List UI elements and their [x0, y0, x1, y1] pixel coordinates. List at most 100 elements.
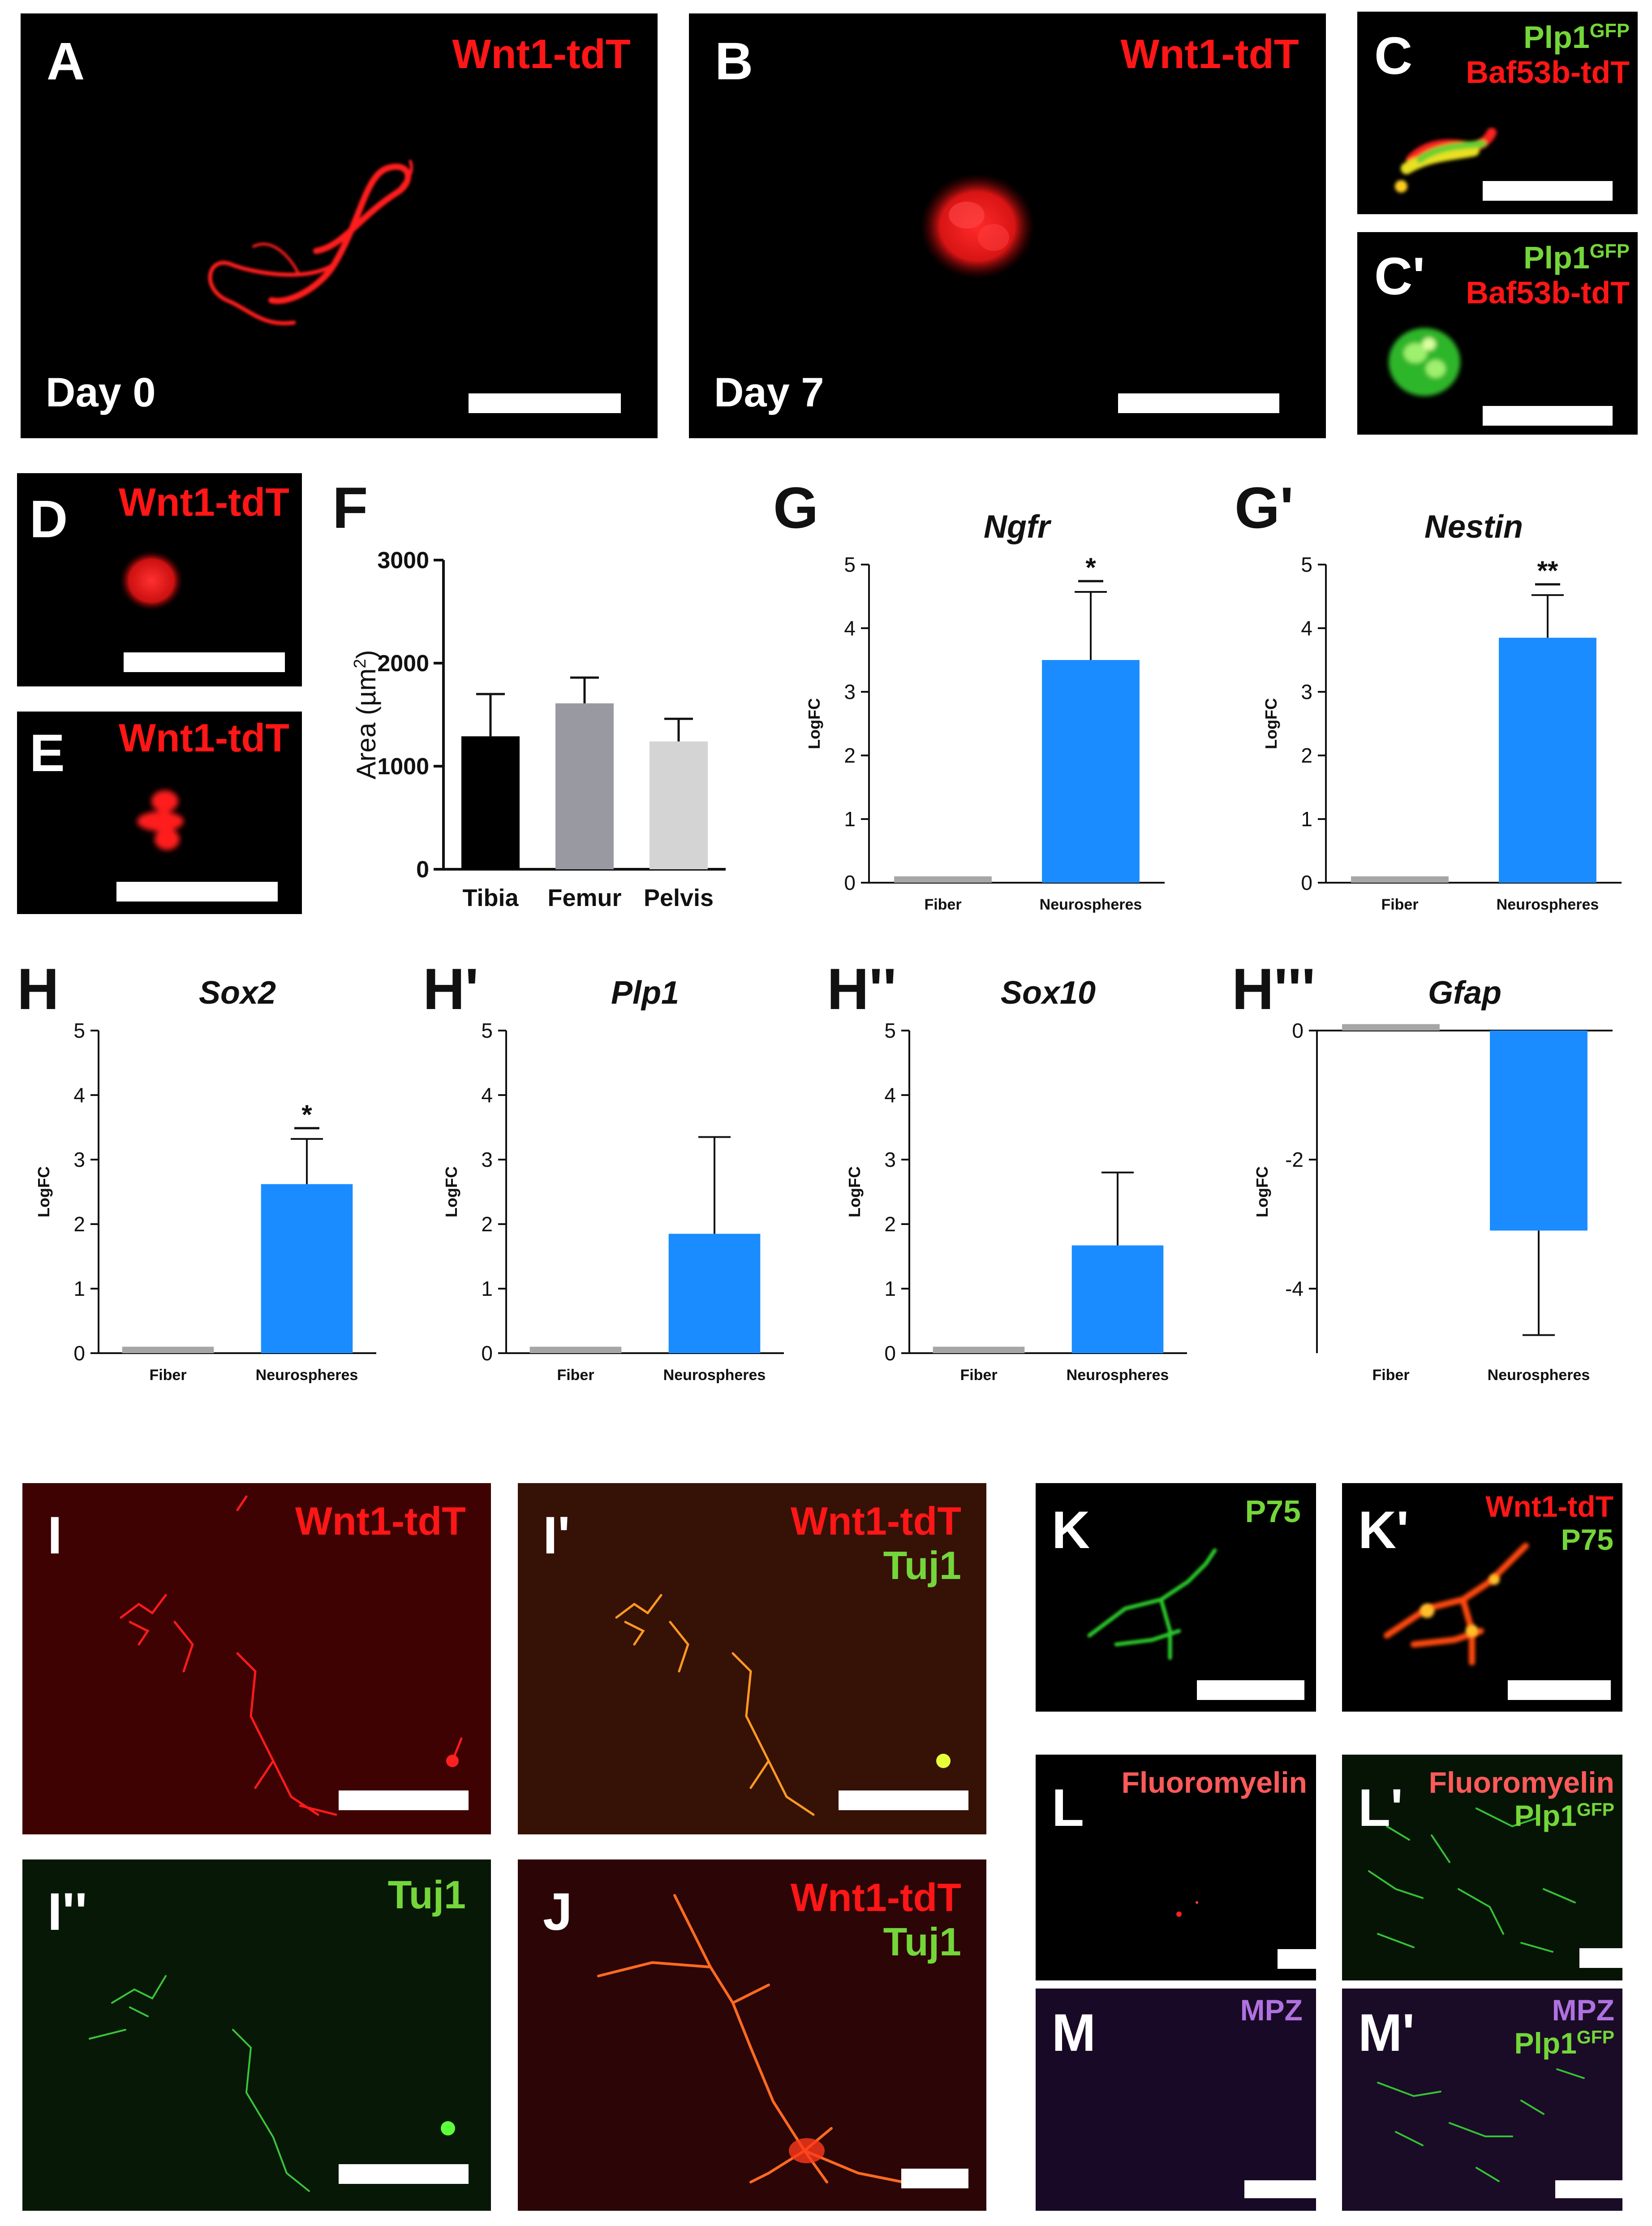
chart-h3-bar [1071, 1245, 1164, 1353]
panel-h-double-prime-letter: H'' [827, 956, 897, 1022]
chart-h2-y-tick-label: 3 [481, 1148, 493, 1171]
panel-g-prime-letter: G' [1235, 475, 1294, 540]
chart-h-x-tick-label: Neurospheres [256, 1367, 358, 1384]
panel-c-prime-fluorescence [1389, 328, 1460, 396]
panel-i-prime-labels: Wnt1-tdT Tuj1 [791, 1499, 961, 1588]
chart-h3-bar [933, 1346, 1025, 1353]
chart-h-significance: * [301, 1100, 312, 1130]
panel-g-letter: G [773, 475, 819, 540]
chart-h-double-prime-sox10: Sox10 0 1 2 3 4 5 LogFC Fiber Neurospheres [820, 972, 1214, 1402]
chart-h2-x-tick-label: Neurospheres [663, 1367, 766, 1384]
panel-l-prime-label-plp1: Plp1GFP [1514, 1799, 1614, 1832]
panel-l-micrograph: L Fluoromyelin [1036, 1755, 1316, 1980]
chart-h4-y-tick-label: 0 [1292, 1019, 1304, 1042]
chart-g-y-tick-label: 3 [844, 680, 856, 703]
panel-c-prime-micrograph: C' Plp1GFP Baf53b-tdT [1357, 232, 1638, 435]
chart-g-y-tick-label: 4 [844, 617, 856, 640]
panel-m-label: MPZ [1240, 1993, 1303, 2027]
chart-f-x-tick-label: Pelvis [644, 884, 714, 911]
chart-g2-y-tick-label: 3 [1301, 680, 1312, 703]
chart-h3-y-tick-label: 1 [884, 1277, 896, 1300]
panel-f-letter: F [332, 475, 368, 540]
chart-g-x-tick-label: Fiber [924, 896, 961, 913]
chart-h3-y-tick-label: 2 [884, 1212, 896, 1236]
chart-h4-x-tick-label: Neurospheres [1488, 1367, 1590, 1384]
panel-e-scale-bar [116, 882, 278, 902]
panel-j-micrograph: J Wnt1-tdT Tuj1 [518, 1859, 986, 2211]
panel-c-letter: C [1374, 26, 1413, 86]
chart-h3-y-tick-label: 0 [884, 1342, 896, 1365]
chart-h2-bar [529, 1346, 622, 1353]
panel-k-label: P75 [1245, 1494, 1301, 1529]
chart-h2-bar [668, 1234, 761, 1353]
panel-l-letter: L [1052, 1778, 1084, 1838]
panel-c-prime-label-baf53b: Baf53b-tdT [1466, 275, 1630, 311]
chart-h-y-tick-label: 0 [73, 1342, 85, 1365]
panel-k-fluorescence [1087, 1548, 1217, 1660]
chart-h-sox2: Sox2 0 1 2 3 4 5 LogFC Fiber * Neurospheres [9, 972, 403, 1402]
panel-j-scale-bar [901, 2169, 968, 2188]
chart-h-svg: Sox2 0 1 2 3 4 5 LogFC Fiber * Neurospheres [34, 975, 376, 1384]
panel-i-prime-label-wnt1: Wnt1-tdT [790, 1499, 961, 1543]
chart-g-y-label: LogFC [805, 698, 823, 749]
panel-i-label: Wnt1-tdT [295, 1499, 466, 1543]
chart-h2-y-tick-label: 2 [481, 1212, 493, 1236]
panel-m-prime-letter: M' [1358, 2003, 1415, 2062]
panel-d-scale-bar [124, 652, 285, 672]
chart-g2-bar [1499, 638, 1596, 883]
panel-i-letter: I [47, 1506, 62, 1565]
chart-h-x-tick-label: Fiber [149, 1367, 186, 1384]
panel-b-scale-bar [1118, 393, 1279, 413]
chart-h2-title: Plp1 [611, 975, 679, 1011]
chart-g2-y-tick-label: 5 [1301, 553, 1312, 576]
panel-c-labels: Plp1GFP Baf53b-tdT [1466, 20, 1630, 90]
chart-g2-title: Nestin [1424, 509, 1523, 545]
panel-m-prime-micrograph: M' MPZ Plp1GFP [1342, 1989, 1622, 2211]
chart-h4-y-tick-label: -4 [1285, 1277, 1304, 1300]
chart-f-y-tick-label: 1000 [377, 754, 429, 780]
panel-l-prime-scale-bar [1579, 1948, 1622, 1968]
chart-h2-y-tick-label: 4 [481, 1083, 493, 1107]
chart-f-area: 0 1000 2000 3000 Tibia Femur Pelvis Area (µm2) [331, 538, 744, 932]
chart-g2-x-tick-label: Fiber [1381, 896, 1418, 913]
panel-c-fluorescence [1395, 128, 1497, 193]
chart-h-triple-prime-gfap: Gfap 0 -2 -4 LogFC Fiber Neurospheres [1227, 972, 1639, 1402]
panel-b-label: Wnt1-tdT [1120, 31, 1299, 77]
panel-b-day-label: Day 7 [714, 370, 824, 415]
panel-a-scale-bar [469, 393, 621, 413]
panel-k-prime-label-wnt1: Wnt1-tdT [1485, 1490, 1613, 1523]
panel-c-prime-scale-bar [1483, 406, 1613, 426]
panel-i-double-prime-scale-bar [339, 2164, 469, 2184]
panel-m-letter: M [1052, 2003, 1096, 2062]
panel-c-scale-bar [1483, 181, 1613, 201]
panel-m-micrograph: M MPZ [1036, 1989, 1316, 2211]
chart-h2-x-tick-label: Fiber [557, 1367, 594, 1384]
chart-h-triple-prime-svg: Gfap 0 -2 -4 LogFC Fiber Neurospheres [1253, 975, 1613, 1384]
chart-f-bar [461, 736, 520, 869]
panel-l-prime-labels: Fluoromyelin Plp1GFP [1429, 1766, 1614, 1833]
chart-f-y-tick-label: 3000 [377, 548, 429, 574]
panel-i-prime-micrograph: I' Wnt1-tdT Tuj1 [518, 1483, 986, 1834]
chart-h4-bar [1342, 1024, 1440, 1031]
panel-i-double-prime-micrograph: I'' Tuj1 [22, 1859, 491, 2211]
chart-g-significance: * [1085, 552, 1096, 582]
chart-f-y-tick-label: 0 [416, 857, 429, 883]
panel-c-label-plp1: Plp1GFP [1523, 20, 1630, 55]
panel-i-double-prime-letter: I'' [47, 1882, 87, 1941]
chart-g-y-tick-label: 5 [844, 553, 856, 576]
chart-g2-y-tick-label: 4 [1301, 617, 1312, 640]
panel-j-label-tuj1: Tuj1 [883, 1919, 961, 1964]
chart-f-svg: 0 1000 2000 3000 Tibia Femur Pelvis Area (µm2) [351, 548, 726, 911]
chart-h3-y-tick-label: 5 [884, 1019, 896, 1042]
chart-h-y-tick-label: 2 [73, 1212, 85, 1236]
chart-g-ngfr: Ngfr 0 1 2 3 4 5 LogFC Fiber * Neurospheres [779, 488, 1192, 932]
chart-h-double-prime-svg: Sox10 0 1 2 3 4 5 LogFC Fiber Neurospheres [845, 975, 1187, 1384]
panel-i-scale-bar [339, 1790, 469, 1810]
chart-f-y-label: Area (µm2) [351, 650, 381, 779]
chart-f-bar [650, 741, 708, 869]
chart-g2-x-tick-label: Neurospheres [1497, 896, 1599, 913]
panel-m-prime-fluorescence [1377, 2068, 1585, 2182]
panel-b-micrograph: B Wnt1-tdT Day 7 [689, 13, 1326, 438]
chart-g-y-tick-label: 1 [844, 807, 856, 831]
chart-h-bar [261, 1184, 353, 1353]
